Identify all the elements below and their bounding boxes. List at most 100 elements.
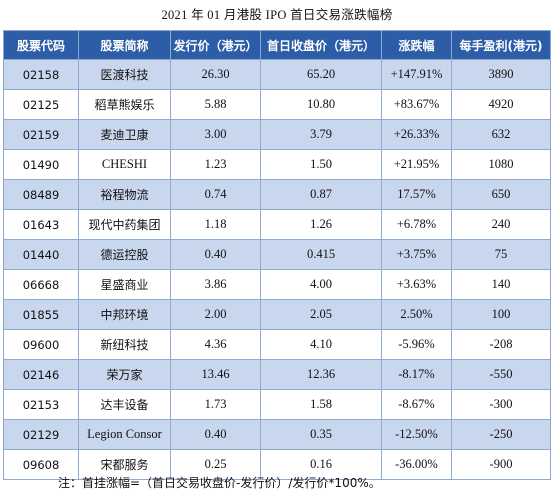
cell-name: 德运控股 [78, 239, 171, 270]
cell-code: 01490 [3, 149, 79, 180]
cell-code: 02146 [3, 359, 79, 390]
header-row: 股票代码 股票简称 发行价（港元） 首日收盘价（港元） 涨跌幅 每手盈利(港元) [3, 30, 551, 60]
cell-issue-price: 1.18 [170, 209, 261, 240]
cell-issue-price: 3.86 [170, 269, 261, 300]
cell-profit: 3890 [451, 59, 551, 90]
cell-issue-price: 1.23 [170, 149, 261, 180]
table-row: 01855 中邦环境 2.00 2.05 2.50% 100 [3, 299, 551, 330]
cell-profit: 240 [451, 209, 551, 240]
table-row: 01440 德运控股 0.40 0.415 +3.75% 75 [3, 239, 551, 270]
footnote: 注：首挂涨幅=（首日交易收盘价-发行价）/发行价*100%。 [58, 476, 381, 490]
col-header-profit: 每手盈利(港元) [451, 30, 551, 60]
cell-issue-price: 4.36 [170, 329, 261, 360]
cell-code: 09600 [3, 329, 79, 360]
cell-code: 01855 [3, 299, 79, 330]
cell-close-price: 2.05 [260, 299, 382, 330]
cell-issue-price: 0.40 [170, 239, 261, 270]
cell-code: 02158 [3, 59, 79, 90]
cell-change: -12.50% [381, 419, 452, 450]
cell-issue-price: 26.30 [170, 59, 261, 90]
cell-code: 08489 [3, 179, 79, 210]
table-title: 2021 年 01 月港股 IPO 首日交易涨跌幅榜 [161, 8, 393, 22]
cell-close-price: 0.16 [260, 449, 382, 480]
cell-close-price: 3.79 [260, 119, 382, 150]
cell-code: 02159 [3, 119, 79, 150]
cell-close-price: 0.35 [260, 419, 382, 450]
cell-profit: 4920 [451, 89, 551, 120]
cell-change: +21.95% [381, 149, 452, 180]
table-row: 01643 现代中药集团 1.18 1.26 +6.78% 240 [3, 209, 551, 240]
cell-change: 2.50% [381, 299, 452, 330]
cell-close-price: 10.80 [260, 89, 382, 120]
cell-close-price: 1.26 [260, 209, 382, 240]
cell-code: 02153 [3, 389, 79, 420]
cell-name: 医渡科技 [78, 59, 171, 90]
cell-close-price: 4.00 [260, 269, 382, 300]
cell-profit: 1080 [451, 149, 551, 180]
cell-close-price: 1.58 [260, 389, 382, 420]
cell-profit: 100 [451, 299, 551, 330]
cell-issue-price: 1.73 [170, 389, 261, 420]
cell-code: 02125 [3, 89, 79, 120]
cell-code: 09608 [3, 449, 79, 480]
cell-change: -8.17% [381, 359, 452, 390]
cell-name: 现代中药集团 [78, 209, 171, 240]
cell-profit: 632 [451, 119, 551, 150]
table-row: 09608 宋都服务 0.25 0.16 -36.00% -900 [3, 449, 551, 480]
cell-name: 裕程物流 [78, 179, 171, 210]
table-row: 06668 星盛商业 3.86 4.00 +3.63% 140 [3, 269, 551, 300]
cell-code: 06668 [3, 269, 79, 300]
cell-profit: 650 [451, 179, 551, 210]
cell-name: 星盛商业 [78, 269, 171, 300]
col-header-close-price: 首日收盘价（港元） [260, 30, 382, 60]
cell-change: +83.67% [381, 89, 452, 120]
col-header-code: 股票代码 [3, 30, 79, 60]
cell-profit: -250 [451, 419, 551, 450]
cell-name: CHESHI [78, 149, 171, 180]
cell-code: 01440 [3, 239, 79, 270]
cell-change: 17.57% [381, 179, 452, 210]
table-row: 02153 达丰设备 1.73 1.58 -8.67% -300 [3, 389, 551, 420]
table-row: 09600 新纽科技 4.36 4.10 -5.96% -208 [3, 329, 551, 360]
cell-change: +6.78% [381, 209, 452, 240]
cell-close-price: 0.415 [260, 239, 382, 270]
cell-code: 02129 [3, 419, 79, 450]
cell-name: Legion Consor [78, 419, 171, 450]
ipo-table: 股票代码 股票简称 发行价（港元） 首日收盘价（港元） 涨跌幅 每手盈利(港元)… [3, 30, 551, 480]
cell-profit: 75 [451, 239, 551, 270]
cell-close-price: 4.10 [260, 329, 382, 360]
cell-name: 达丰设备 [78, 389, 171, 420]
table-row: 02146 荣万家 13.46 12.36 -8.17% -550 [3, 359, 551, 390]
cell-profit: -550 [451, 359, 551, 390]
cell-change: +26.33% [381, 119, 452, 150]
table-row: 02159 麦迪卫康 3.00 3.79 +26.33% 632 [3, 119, 551, 150]
cell-name: 稻草熊娱乐 [78, 89, 171, 120]
cell-issue-price: 5.88 [170, 89, 261, 120]
cell-name: 中邦环境 [78, 299, 171, 330]
cell-issue-price: 13.46 [170, 359, 261, 390]
cell-profit: -900 [451, 449, 551, 480]
cell-change: +3.63% [381, 269, 452, 300]
cell-name: 新纽科技 [78, 329, 171, 360]
cell-issue-price: 0.74 [170, 179, 261, 210]
cell-change: -36.00% [381, 449, 452, 480]
cell-name: 麦迪卫康 [78, 119, 171, 150]
cell-code: 01643 [3, 209, 79, 240]
cell-issue-price: 2.00 [170, 299, 261, 330]
cell-issue-price: 3.00 [170, 119, 261, 150]
cell-close-price: 65.20 [260, 59, 382, 90]
cell-issue-price: 0.40 [170, 419, 261, 450]
cell-profit: -208 [451, 329, 551, 360]
col-header-name: 股票简称 [78, 30, 171, 60]
cell-close-price: 0.87 [260, 179, 382, 210]
col-header-change: 涨跌幅 [381, 30, 452, 60]
cell-name: 荣万家 [78, 359, 171, 390]
cell-close-price: 1.50 [260, 149, 382, 180]
table-row: 02129 Legion Consor 0.40 0.35 -12.50% -2… [3, 419, 551, 450]
table-row: 02125 稻草熊娱乐 5.88 10.80 +83.67% 4920 [3, 89, 551, 120]
cell-issue-price: 0.25 [170, 449, 261, 480]
cell-close-price: 12.36 [260, 359, 382, 390]
cell-change: -5.96% [381, 329, 452, 360]
col-header-issue-price: 发行价（港元） [170, 30, 261, 60]
cell-change: +3.75% [381, 239, 452, 270]
